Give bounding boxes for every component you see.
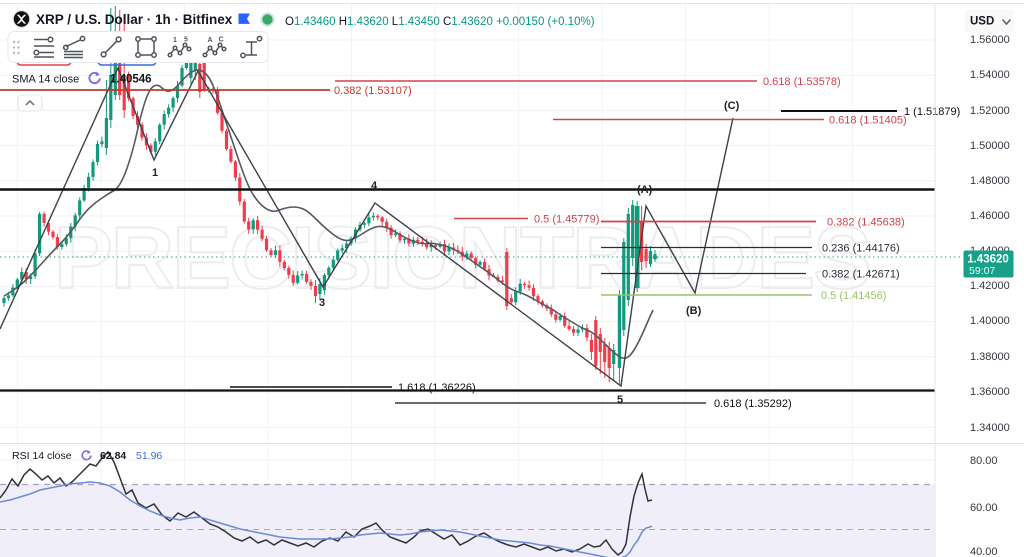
svg-text:SMA 14 close: SMA 14 close bbox=[12, 74, 79, 86]
svg-text:80.00: 80.00 bbox=[970, 455, 998, 467]
svg-text:40.00: 40.00 bbox=[970, 546, 998, 557]
svg-text:USD: USD bbox=[970, 16, 994, 28]
svg-text:1.42000: 1.42000 bbox=[970, 280, 1010, 292]
svg-text:XRP / U.S. Dollar · 1h · Bitfi: XRP / U.S. Dollar · 1h · Bitfinex bbox=[36, 12, 233, 27]
svg-text:1.40000: 1.40000 bbox=[970, 315, 1010, 327]
svg-text:A: A bbox=[208, 37, 213, 44]
svg-text:1.34000: 1.34000 bbox=[970, 422, 1010, 434]
svg-text:RSI 14 close: RSI 14 close bbox=[12, 450, 72, 462]
svg-text:(A): (A) bbox=[637, 184, 653, 196]
svg-text:51.96: 51.96 bbox=[136, 450, 162, 462]
svg-text:60.00: 60.00 bbox=[970, 502, 998, 514]
svg-text:1.618 (1.36226): 1.618 (1.36226) bbox=[398, 382, 476, 394]
svg-text:59:07: 59:07 bbox=[969, 265, 995, 277]
svg-text:0.618 (1.35292): 0.618 (1.35292) bbox=[714, 398, 792, 410]
svg-text:5: 5 bbox=[184, 37, 188, 44]
svg-text:(B): (B) bbox=[686, 305, 702, 317]
svg-text:1.43620: 1.43620 bbox=[967, 254, 1009, 266]
svg-text:62.84: 62.84 bbox=[100, 450, 126, 462]
svg-text:0.5 (1.45779): 0.5 (1.45779) bbox=[534, 214, 599, 226]
svg-text:0.382 (1.53107): 0.382 (1.53107) bbox=[334, 85, 412, 97]
svg-text:1.54000: 1.54000 bbox=[970, 69, 1010, 81]
svg-text:(C): (C) bbox=[724, 100, 740, 112]
svg-text:1.38000: 1.38000 bbox=[970, 351, 1010, 363]
svg-text:1.48000: 1.48000 bbox=[970, 175, 1010, 187]
svg-text:1.56000: 1.56000 bbox=[970, 34, 1010, 46]
svg-text:5: 5 bbox=[617, 394, 623, 406]
svg-text:1.50000: 1.50000 bbox=[970, 140, 1010, 152]
svg-text:1.40546: 1.40546 bbox=[110, 74, 152, 86]
svg-text:O1.43460 H1.43620 L1.43450 C1.: O1.43460 H1.43620 L1.43450 C1.43620 +0.0… bbox=[285, 16, 595, 28]
svg-text:C: C bbox=[219, 37, 224, 44]
svg-text:0.618 (1.51405): 0.618 (1.51405) bbox=[829, 115, 907, 127]
svg-text:0.618 (1.53578): 0.618 (1.53578) bbox=[763, 76, 841, 88]
svg-text:4: 4 bbox=[371, 180, 378, 192]
svg-text:0.382 (1.45638): 0.382 (1.45638) bbox=[827, 217, 905, 229]
svg-text:1: 1 bbox=[152, 167, 158, 179]
svg-text:0.382 (1.42671): 0.382 (1.42671) bbox=[822, 269, 900, 281]
svg-text:1.46000: 1.46000 bbox=[970, 210, 1010, 222]
svg-text:1: 1 bbox=[173, 37, 177, 44]
svg-text:1 (1.51879): 1 (1.51879) bbox=[904, 106, 960, 118]
svg-text:1.36000: 1.36000 bbox=[970, 386, 1010, 398]
svg-text:1.52000: 1.52000 bbox=[970, 105, 1010, 117]
svg-text:0.236 (1.44176): 0.236 (1.44176) bbox=[822, 243, 900, 255]
svg-text:0.5 (1.41456): 0.5 (1.41456) bbox=[821, 290, 886, 302]
svg-text:3: 3 bbox=[319, 297, 325, 309]
